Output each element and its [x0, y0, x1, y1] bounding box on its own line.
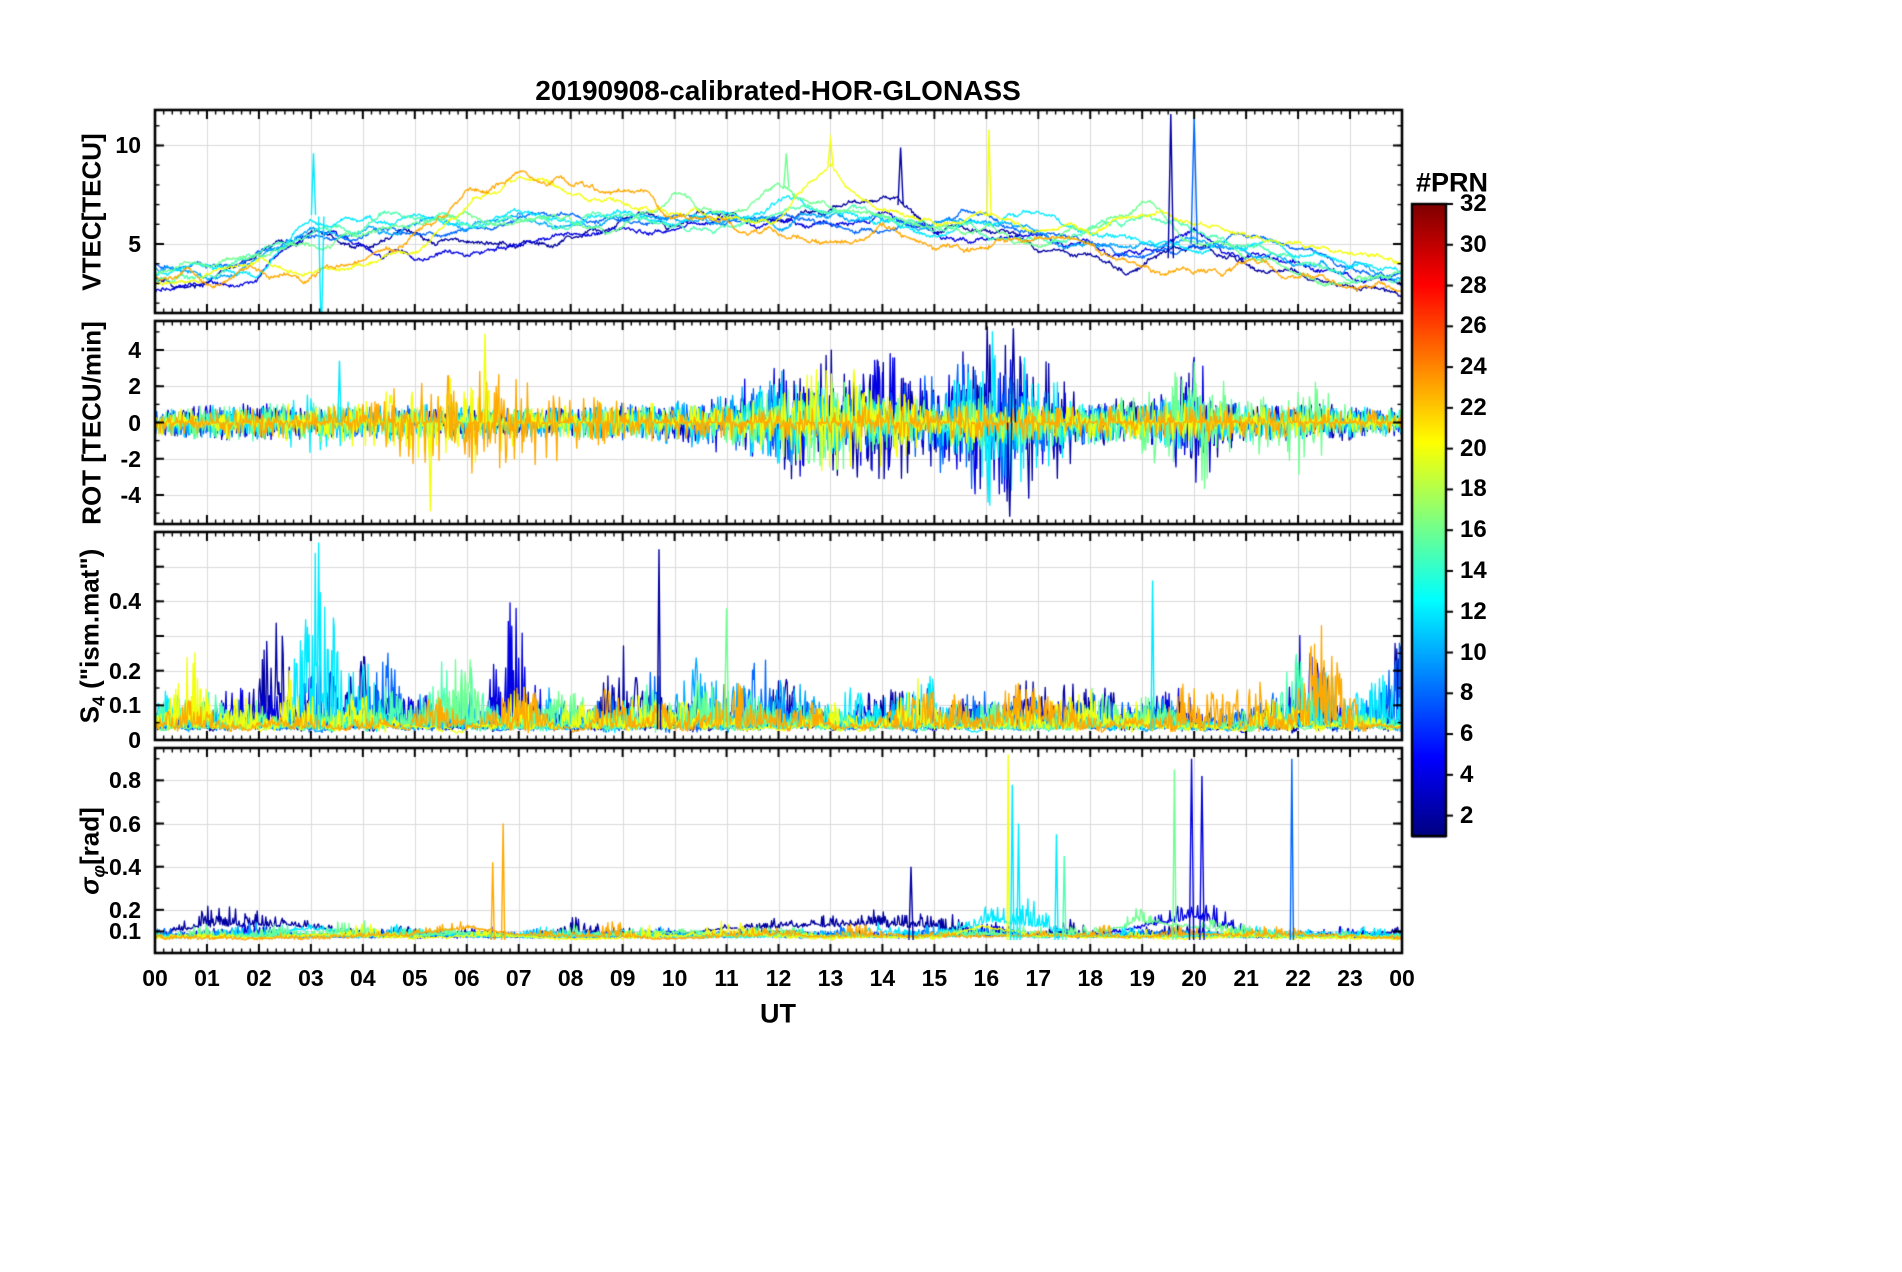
y-tick-label: 0.1 — [109, 918, 141, 945]
x-tick-label: 20 — [1181, 965, 1207, 991]
x-tick-label: 19 — [1129, 965, 1155, 991]
y-axis-title-part: φ — [88, 864, 109, 877]
x-tick-label: 03 — [298, 965, 324, 991]
y-tick-label: 2 — [128, 373, 141, 400]
colorbar-tick-label: 28 — [1460, 271, 1487, 299]
y-tick-label: 0.6 — [109, 810, 141, 837]
colorbar-tick-label: 32 — [1460, 190, 1487, 217]
x-tick-label: 09 — [609, 965, 636, 991]
y-tick-label: 0 — [128, 727, 141, 753]
x-tick-label: 08 — [557, 965, 584, 991]
colorbar-tick-label: 8 — [1460, 679, 1474, 707]
y-tick-label: 0.4 — [109, 588, 141, 615]
x-tick-label: 14 — [869, 965, 896, 991]
y-axis-title-part: σ — [74, 876, 105, 895]
colorbar-tick-label: 18 — [1460, 475, 1487, 503]
colorbar-tick-label: 12 — [1460, 597, 1487, 625]
x-tick-label: 16 — [973, 965, 1000, 991]
colorbar-tick-label: 24 — [1460, 353, 1487, 381]
y-axis-title-part: VTEC[TECU] — [76, 132, 107, 291]
y-tick-label: -4 — [120, 482, 141, 508]
y-tick-label: 10 — [115, 132, 141, 159]
x-tick-label: 04 — [350, 965, 376, 991]
y-tick-label: -2 — [120, 445, 141, 472]
x-tick-label: 10 — [661, 965, 688, 991]
x-tick-label: 17 — [1025, 965, 1052, 991]
x-tick-label: 05 — [401, 965, 428, 991]
y-tick-label: 0.4 — [109, 853, 141, 880]
x-tick-label: 21 — [1233, 965, 1259, 991]
x-tick-label: 12 — [765, 965, 792, 991]
colorbar-tick-label: 10 — [1460, 638, 1487, 666]
x-tick-label: 06 — [453, 965, 480, 991]
colorbar-tick-label: 20 — [1460, 434, 1487, 462]
colorbar-tick-label: 6 — [1460, 720, 1474, 748]
y-tick-label: 0.8 — [109, 767, 141, 794]
y-tick-label: 0 — [128, 409, 141, 436]
y-tick-label: 0.2 — [109, 896, 141, 923]
colorbar-tick-label: 22 — [1460, 393, 1487, 421]
y-tick-label: 0.2 — [109, 657, 141, 684]
chart-title: 20190908-calibrated-HOR-GLONASS — [535, 75, 1021, 106]
y-axis-title-part: 4 — [88, 696, 109, 706]
x-tick-label: 18 — [1077, 965, 1104, 991]
y-tick-label: 5 — [128, 231, 141, 258]
y-axis-title-part: [rad] — [74, 806, 105, 865]
colorbar-tick-label: 4 — [1460, 760, 1474, 788]
x-tick-label: 23 — [1337, 965, 1363, 991]
x-tick-label: 02 — [246, 965, 272, 991]
colorbar-tick-label: 14 — [1460, 556, 1487, 584]
colorbar-tick-label: 2 — [1460, 801, 1474, 829]
y-tick-label: 4 — [128, 337, 141, 363]
x-axis-label: UT — [760, 998, 796, 1029]
x-tick-label: 22 — [1285, 965, 1311, 991]
colorbar-tick-label: 26 — [1460, 312, 1487, 340]
x-tick-label: 11 — [714, 965, 739, 991]
y-axis-title-part: ("ism.mat") — [74, 548, 105, 697]
x-tick-label: 00 — [1389, 965, 1415, 991]
x-tick-label: 01 — [194, 965, 220, 991]
colorbar-tick-label: 30 — [1460, 230, 1487, 258]
x-tick-label: 00 — [142, 965, 168, 991]
colorbar-tick-label: 16 — [1460, 516, 1487, 544]
y-tick-label: 0.1 — [109, 692, 141, 719]
x-tick-label: 13 — [817, 965, 844, 991]
y-axis-title-part: ROT [TECU/min] — [76, 320, 107, 525]
colorbar-label: #PRN — [1415, 167, 1489, 198]
x-tick-label: 15 — [921, 965, 948, 991]
y-axis-title-part: S — [74, 705, 105, 724]
x-tick-label: 07 — [505, 965, 532, 991]
